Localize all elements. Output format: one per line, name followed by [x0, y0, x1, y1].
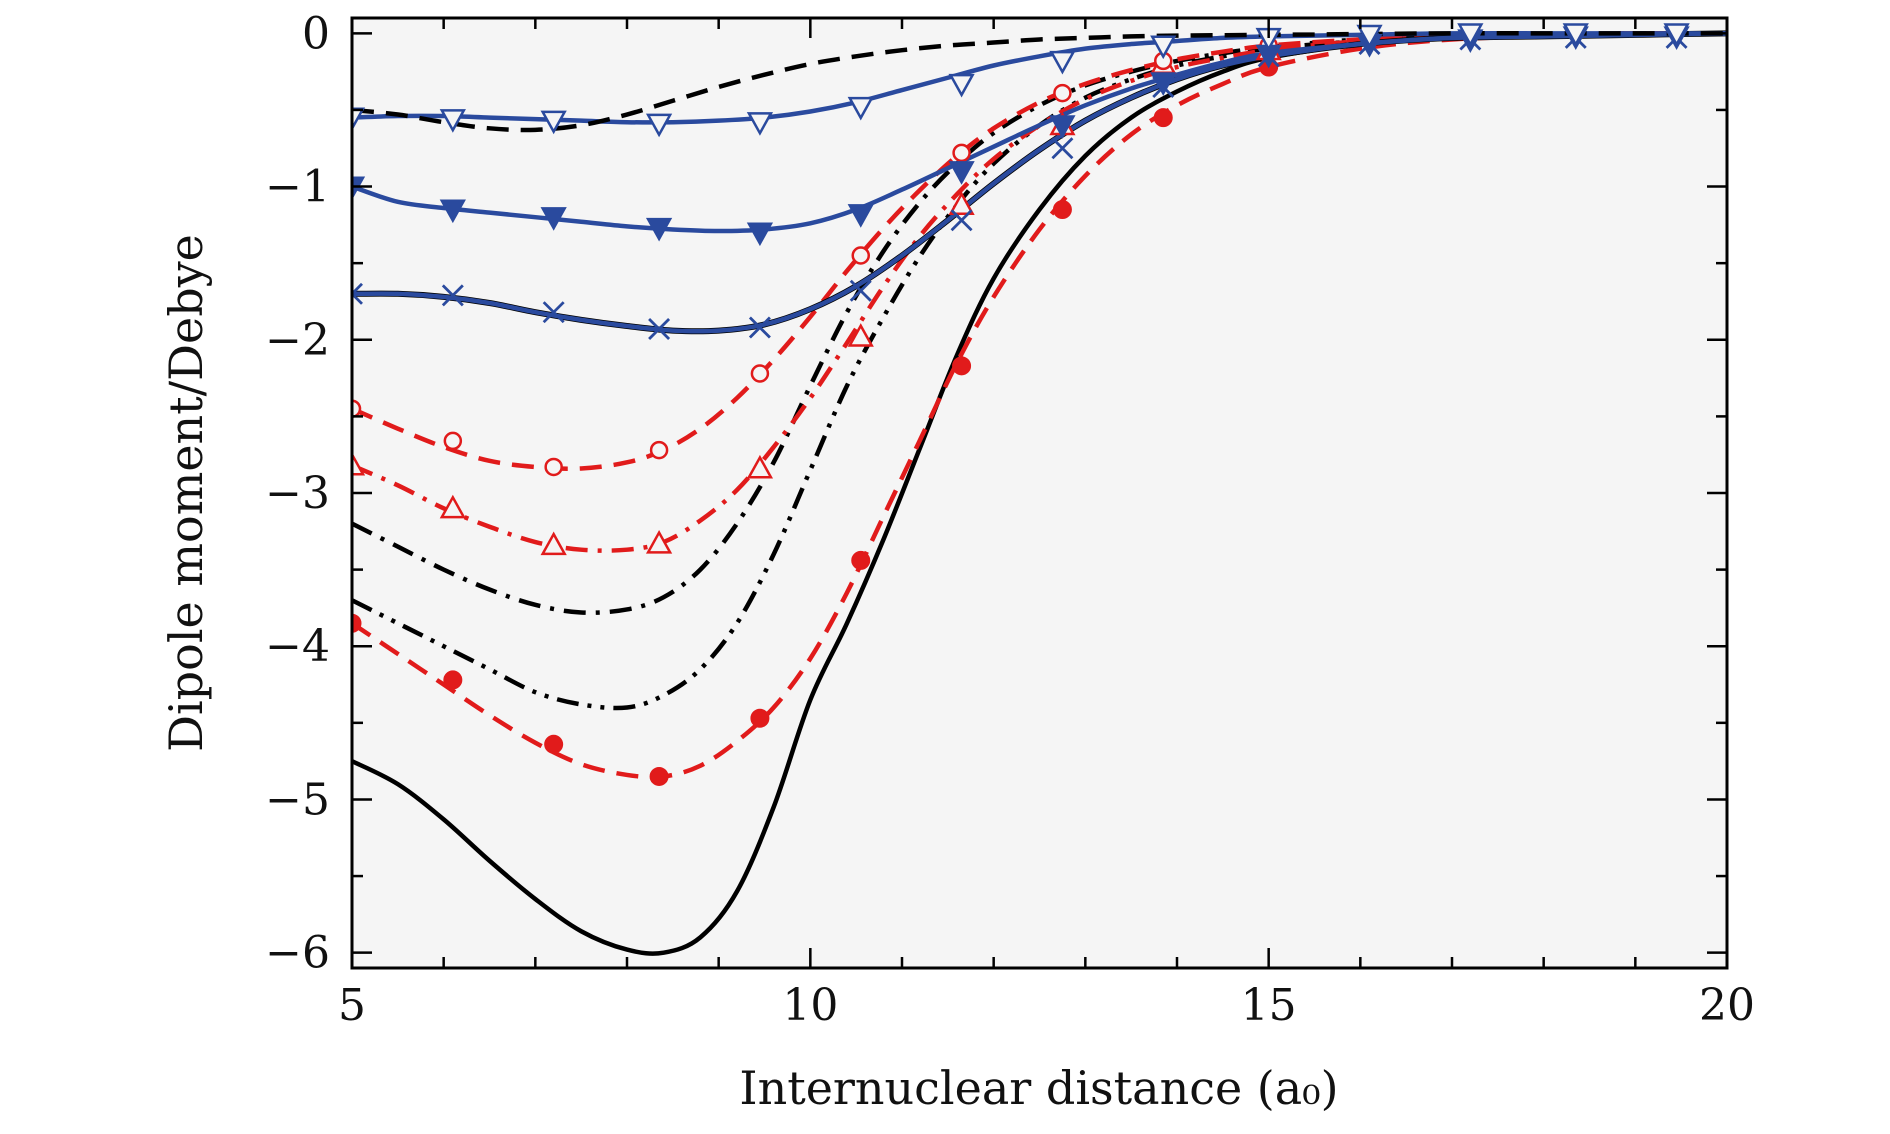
- marker-blue-solid-filled-triangle-down: [645, 217, 673, 242]
- series-line-red-dashed-filled-circle: [352, 31, 1727, 780]
- marker-red-dashdot-open-triangle: [645, 529, 673, 554]
- marker-blue-solid-x: [542, 301, 565, 324]
- marker-blue-solid-open-triangle-down: [645, 113, 673, 138]
- y-axis-label: Dipole moment/Debye: [159, 234, 213, 752]
- marker-red-dashed-open-circle: [1053, 83, 1072, 103]
- marker-blue-solid-x: [950, 209, 973, 232]
- x-tick-label: 20: [1699, 980, 1755, 1031]
- y-tick-label: −2: [265, 315, 330, 366]
- marker-red-dashed-open-circle: [544, 457, 563, 477]
- marker-blue-solid-x: [648, 318, 671, 341]
- marker-blue-solid-open-triangle-down: [1663, 23, 1690, 47]
- marker-blue-solid-open-triangle-down: [746, 112, 774, 136]
- x-cross-stroke: [849, 279, 872, 302]
- y-tick-label: −1: [265, 162, 330, 213]
- y-tick-label: −4: [265, 621, 330, 672]
- marker-red-dashed-filled-circle: [851, 550, 871, 570]
- marker-blue-solid-filled-triangle-down: [1150, 72, 1177, 96]
- x-axis-label: Internuclear distance (a₀): [739, 1061, 1338, 1115]
- marker-blue-solid-open-triangle-down: [1150, 35, 1177, 60]
- marker-blue-solid-open-triangle-down: [948, 73, 975, 98]
- marker-blue-solid-filled-triangle-down: [847, 204, 874, 228]
- marker-blue-solid-x: [441, 284, 464, 307]
- y-tick-label: 0: [302, 8, 330, 59]
- marker-blue-solid-open-triangle-down: [1457, 23, 1484, 47]
- marker-blue-solid-filled-triangle-down: [1049, 115, 1076, 139]
- marker-red-dashed-filled-circle: [1153, 108, 1173, 128]
- marker-blue-solid-filled-triangle-down: [948, 161, 975, 185]
- marker-red-dashed-filled-circle: [352, 613, 362, 633]
- marker-red-dashed-open-circle: [952, 143, 971, 163]
- y-tick-label: −3: [265, 468, 330, 519]
- marker-red-dashdot-open-triangle: [352, 451, 366, 476]
- marker-blue-solid-open-triangle-down: [439, 109, 466, 133]
- marker-red-dashed-filled-circle: [544, 734, 564, 754]
- x-tick-label: 10: [782, 980, 838, 1031]
- marker-red-dashdot-open-triangle: [540, 531, 567, 556]
- marker-blue-solid-filled-triangle-down: [746, 222, 774, 247]
- y-tick-label: −6: [265, 928, 330, 979]
- series-line-black-dashed-top: [352, 31, 1727, 133]
- x-cross-stroke: [542, 301, 565, 324]
- marker-red-dashdot-open-triangle: [746, 454, 774, 479]
- x-cross-stroke: [352, 282, 363, 296]
- marker-red-dashed-open-circle: [750, 364, 770, 383]
- tick-label-layer: 5 10 15 20 0 −1 −2 −3 −4 −5 −6: [265, 8, 1755, 1031]
- marker-blue-solid-x: [849, 279, 872, 302]
- marker-red-dashed-filled-circle: [649, 766, 669, 786]
- x-tick-label: 15: [1241, 980, 1297, 1031]
- marker-red-dashed-filled-circle: [443, 670, 463, 690]
- marker-red-dashdot-open-triangle: [847, 323, 874, 347]
- x-cross-stroke: [648, 318, 671, 341]
- x-cross-stroke: [352, 291, 363, 305]
- plot-background: [352, 18, 1727, 968]
- plot-frame: [350, 16, 1729, 970]
- marker-red-dashed-open-circle: [443, 431, 463, 451]
- marker-red-dashed-filled-circle: [750, 708, 770, 728]
- marker-layer: [352, 23, 1690, 786]
- x-cross-stroke: [1051, 137, 1074, 160]
- x-tick-label: 5: [338, 980, 366, 1031]
- marker-blue-solid-filled-triangle-down: [439, 199, 466, 224]
- marker-red-dashdot-open-triangle: [439, 494, 466, 519]
- x-cross-stroke: [748, 316, 771, 339]
- x-cross-stroke: [441, 284, 464, 307]
- marker-blue-solid-open-triangle-down: [847, 96, 874, 121]
- marker-red-dashed-open-circle: [851, 246, 870, 265]
- marker-blue-solid-open-triangle-down: [1049, 50, 1076, 75]
- series-line-black-dash-dot-dot-lower: [352, 30, 1727, 711]
- marker-blue-solid-x: [352, 282, 363, 305]
- marker-red-dashed-open-circle: [649, 440, 669, 460]
- marker-red-dashed-filled-circle: [1052, 200, 1072, 220]
- marker-red-dashed-open-circle: [352, 399, 362, 418]
- marker-blue-solid-x: [748, 316, 771, 339]
- marker-blue-solid-filled-triangle-down: [540, 207, 567, 231]
- marker-blue-solid-open-triangle-down: [1356, 24, 1383, 49]
- marker-blue-solid-open-triangle-down: [352, 107, 366, 132]
- marker-blue-solid-open-triangle-down: [1562, 23, 1589, 47]
- x-cross-stroke: [950, 209, 973, 232]
- y-tick-label: −5: [265, 774, 330, 825]
- marker-red-dashdot-open-triangle: [948, 191, 975, 215]
- marker-red-dashed-filled-circle: [952, 356, 972, 376]
- marker-blue-solid-open-triangle-down: [540, 110, 567, 135]
- marker-blue-solid-x: [1051, 137, 1074, 160]
